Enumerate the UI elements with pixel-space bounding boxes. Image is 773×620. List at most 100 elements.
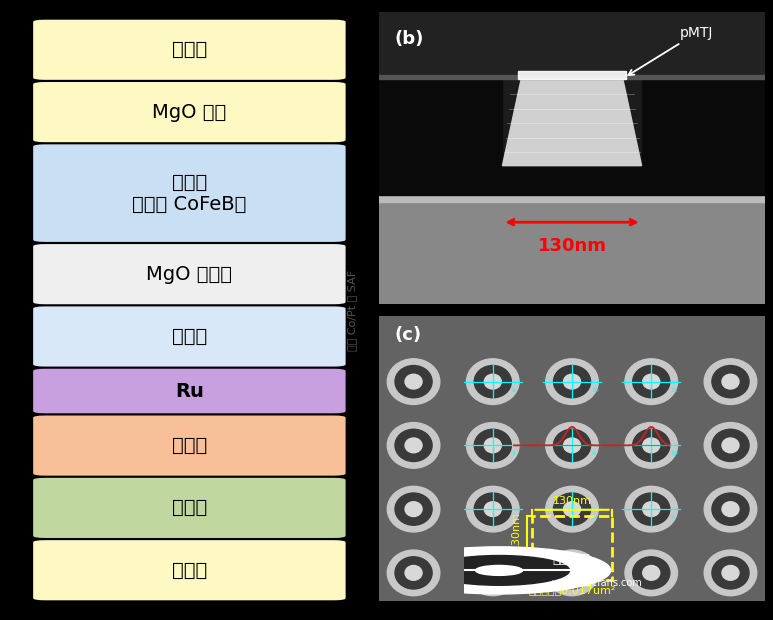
Circle shape — [564, 438, 581, 453]
Bar — [533, 516, 611, 580]
Circle shape — [405, 374, 422, 389]
Text: 晶种层: 晶种层 — [172, 498, 207, 518]
Text: 电子发烧友: 电子发烧友 — [552, 553, 590, 565]
FancyBboxPatch shape — [33, 20, 346, 80]
Circle shape — [475, 557, 512, 589]
Text: 9: 9 — [512, 388, 516, 392]
FancyBboxPatch shape — [33, 144, 346, 242]
Text: 11: 11 — [671, 388, 679, 392]
Text: 8: 8 — [591, 515, 595, 520]
Circle shape — [625, 486, 678, 532]
Circle shape — [712, 557, 749, 589]
Bar — [379, 76, 502, 166]
Circle shape — [712, 493, 749, 525]
Circle shape — [467, 423, 519, 468]
Circle shape — [704, 550, 757, 596]
Circle shape — [712, 366, 749, 398]
Circle shape — [475, 565, 523, 575]
Text: 栅格尺寸：0.017um²: 栅格尺寸：0.017um² — [529, 585, 616, 595]
Text: 130nm: 130nm — [537, 237, 607, 255]
Bar — [642, 76, 765, 166]
Text: MgO 封盖: MgO 封盖 — [152, 102, 226, 122]
Bar — [518, 71, 626, 79]
Circle shape — [704, 423, 757, 468]
Text: 7: 7 — [512, 515, 516, 520]
FancyBboxPatch shape — [33, 244, 346, 304]
Circle shape — [467, 359, 519, 404]
Circle shape — [546, 486, 598, 532]
Circle shape — [722, 502, 739, 516]
Text: 基于 Co/Pt 的 SAF: 基于 Co/Pt 的 SAF — [347, 270, 356, 350]
Circle shape — [553, 429, 591, 461]
Circle shape — [387, 359, 440, 404]
Text: 9: 9 — [591, 451, 595, 456]
Circle shape — [722, 374, 739, 389]
Circle shape — [643, 374, 660, 389]
Circle shape — [395, 557, 432, 589]
FancyBboxPatch shape — [33, 306, 346, 366]
Circle shape — [405, 438, 422, 453]
Text: Ru: Ru — [175, 381, 204, 401]
Circle shape — [546, 550, 598, 596]
Circle shape — [546, 359, 598, 404]
Circle shape — [395, 493, 432, 525]
Circle shape — [475, 366, 512, 398]
Text: 自由层
（基于 CoFeB）: 自由层 （基于 CoFeB） — [132, 172, 247, 214]
Text: 9: 9 — [671, 515, 675, 520]
FancyBboxPatch shape — [33, 369, 346, 414]
Circle shape — [722, 438, 739, 453]
Text: MgO 势垒层: MgO 势垒层 — [146, 265, 233, 284]
FancyBboxPatch shape — [33, 82, 346, 142]
Text: 10: 10 — [671, 451, 679, 456]
Text: pMTJ: pMTJ — [628, 26, 713, 75]
Bar — [379, 199, 765, 304]
Circle shape — [704, 486, 757, 532]
Circle shape — [553, 366, 591, 398]
Circle shape — [643, 565, 660, 580]
Text: (c): (c) — [394, 326, 421, 344]
Bar — [379, 12, 765, 76]
Bar — [379, 166, 765, 195]
Circle shape — [625, 359, 678, 404]
Text: 10: 10 — [591, 388, 599, 392]
Text: 固定层: 固定层 — [172, 436, 207, 455]
Circle shape — [467, 550, 519, 596]
Circle shape — [395, 429, 432, 461]
Text: 130nm: 130nm — [553, 496, 591, 506]
Circle shape — [712, 429, 749, 461]
FancyBboxPatch shape — [33, 540, 346, 600]
Text: 下电极: 下电极 — [172, 560, 207, 580]
Circle shape — [633, 493, 670, 525]
Circle shape — [564, 502, 581, 516]
Text: 130nm: 130nm — [511, 511, 521, 550]
Circle shape — [546, 423, 598, 468]
Polygon shape — [502, 76, 642, 166]
Circle shape — [484, 438, 502, 453]
Circle shape — [633, 366, 670, 398]
Circle shape — [564, 565, 581, 580]
Circle shape — [405, 565, 422, 580]
Bar — [379, 195, 765, 202]
Circle shape — [387, 486, 440, 532]
Circle shape — [722, 565, 739, 580]
Circle shape — [643, 438, 660, 453]
Circle shape — [405, 502, 422, 516]
Circle shape — [387, 550, 440, 596]
Circle shape — [633, 557, 670, 589]
Circle shape — [564, 374, 581, 389]
Circle shape — [475, 493, 512, 525]
Circle shape — [643, 502, 660, 516]
Circle shape — [704, 359, 757, 404]
Circle shape — [553, 557, 591, 589]
FancyBboxPatch shape — [33, 415, 346, 476]
Bar — [379, 75, 765, 79]
Circle shape — [553, 493, 591, 525]
Text: 上电极: 上电极 — [172, 40, 207, 60]
Circle shape — [625, 423, 678, 468]
Circle shape — [484, 374, 502, 389]
Circle shape — [633, 429, 670, 461]
Circle shape — [484, 565, 502, 580]
Circle shape — [387, 423, 440, 468]
Circle shape — [484, 502, 502, 516]
Circle shape — [395, 366, 432, 398]
